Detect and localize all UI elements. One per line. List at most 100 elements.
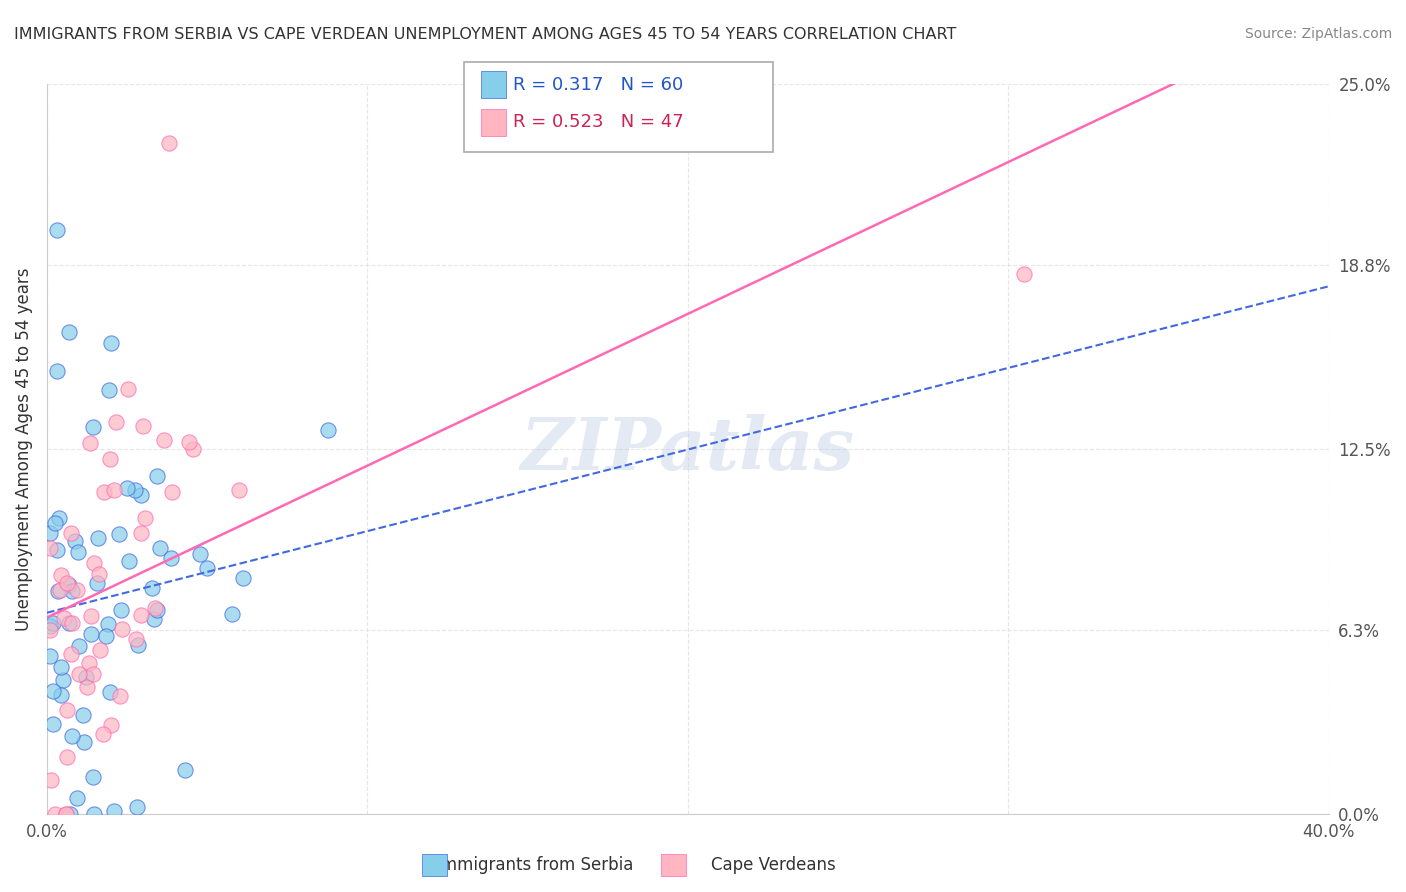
Point — [145, 469, 167, 483]
Point — [107, 527, 129, 541]
Point — [58, 578, 80, 592]
Point — [39, 541, 62, 555]
Point — [141, 581, 163, 595]
Point — [59, 806, 82, 821]
Point — [89, 643, 111, 657]
Point — [94, 629, 117, 643]
Point — [48, 583, 70, 598]
Point — [111, 623, 134, 637]
Point — [110, 603, 132, 617]
Point — [60, 729, 83, 743]
Point — [66, 790, 89, 805]
Point — [131, 487, 153, 501]
Point — [41, 773, 63, 788]
Point — [82, 420, 104, 434]
Point — [52, 673, 75, 687]
Point — [83, 806, 105, 821]
Y-axis label: Unemployment Among Ages 45 to 54 years: Unemployment Among Ages 45 to 54 years — [15, 268, 32, 631]
Point — [98, 685, 121, 699]
Point — [79, 436, 101, 450]
Point — [44, 516, 66, 531]
Point — [62, 615, 84, 630]
Point — [1012, 267, 1035, 281]
Point — [174, 763, 197, 777]
Point — [228, 483, 250, 498]
Point — [48, 511, 70, 525]
Point — [188, 547, 211, 561]
Point — [45, 364, 67, 378]
Point — [103, 483, 125, 497]
Point — [76, 680, 98, 694]
Point — [49, 688, 72, 702]
Point — [115, 481, 138, 495]
Point — [97, 616, 120, 631]
Point — [83, 556, 105, 570]
Point — [56, 703, 79, 717]
Point — [221, 607, 243, 622]
Point — [67, 667, 90, 681]
Point — [66, 582, 89, 597]
Point — [124, 483, 146, 498]
Point — [134, 510, 156, 524]
Point — [149, 541, 172, 556]
Point — [108, 690, 131, 704]
Point — [160, 485, 183, 500]
Point — [53, 610, 76, 624]
Text: ZIPatlas: ZIPatlas — [520, 414, 855, 484]
Point — [77, 656, 100, 670]
Point — [59, 647, 82, 661]
Point — [146, 603, 169, 617]
Point — [143, 612, 166, 626]
Point — [157, 136, 180, 150]
Point — [318, 423, 340, 437]
Point — [143, 601, 166, 615]
Point — [63, 533, 86, 548]
Text: Source: ZipAtlas.com: Source: ZipAtlas.com — [1244, 27, 1392, 41]
Point — [48, 584, 70, 599]
Point — [44, 806, 66, 821]
Point — [49, 660, 72, 674]
Point — [46, 543, 69, 558]
Point — [131, 607, 153, 622]
Point — [55, 575, 77, 590]
Point — [56, 749, 79, 764]
Point — [72, 707, 94, 722]
Point — [67, 639, 90, 653]
Point — [232, 571, 254, 585]
Point — [55, 806, 77, 821]
Text: IMMIGRANTS FROM SERBIA VS CAPE VERDEAN UNEMPLOYMENT AMONG AGES 45 TO 54 YEARS CO: IMMIGRANTS FROM SERBIA VS CAPE VERDEAN U… — [14, 27, 956, 42]
Point — [153, 433, 176, 447]
Point — [39, 526, 62, 541]
Point — [128, 638, 150, 652]
Text: R = 0.317   N = 60: R = 0.317 N = 60 — [513, 76, 683, 94]
Point — [39, 623, 62, 637]
Point — [80, 608, 103, 623]
Point — [118, 554, 141, 568]
Point — [91, 727, 114, 741]
Point — [117, 382, 139, 396]
Text: Immigrants from Serbia: Immigrants from Serbia — [436, 856, 633, 874]
Point — [73, 734, 96, 748]
Point — [82, 770, 104, 784]
Point — [45, 223, 67, 237]
Point — [42, 717, 65, 731]
Text: R = 0.523   N = 47: R = 0.523 N = 47 — [513, 113, 683, 131]
Point — [125, 800, 148, 814]
Point — [58, 326, 80, 340]
Point — [160, 550, 183, 565]
Point — [100, 718, 122, 732]
Point — [179, 434, 201, 449]
Point — [49, 568, 72, 582]
Point — [104, 416, 127, 430]
Point — [87, 531, 110, 545]
Point — [39, 648, 62, 663]
Point — [82, 666, 104, 681]
Point — [93, 485, 115, 500]
Text: Cape Verdeans: Cape Verdeans — [711, 856, 835, 874]
Point — [55, 806, 77, 821]
Point — [86, 575, 108, 590]
Point — [103, 805, 125, 819]
Point — [100, 335, 122, 350]
Point — [42, 615, 65, 630]
Point — [131, 419, 153, 434]
